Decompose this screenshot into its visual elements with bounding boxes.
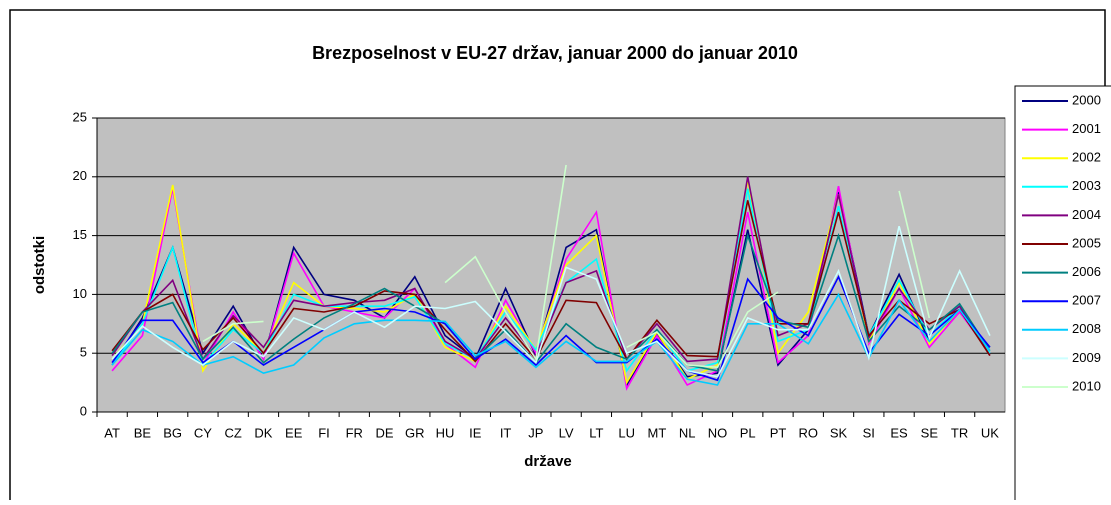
legend-label: 2009 [1072,350,1101,365]
series-line [111,200,991,363]
x-tick-label: UK [981,425,999,440]
chart-title: Brezposelnost v EU-27 držav, januar 2000… [312,43,798,63]
y-axis-label: odstotki [31,236,48,294]
x-tick-label: DK [254,425,272,440]
x-tick-label: BG [163,425,182,440]
y-tick-label: 0 [80,403,87,418]
x-tick-label: IE [469,425,482,440]
x-tick-label: NO [708,425,728,440]
x-tick-label: PL [740,425,756,440]
x-tick-label: NL [679,425,696,440]
y-tick-label: 5 [80,345,87,360]
legend-label: 2007 [1072,293,1101,308]
series-line [111,225,991,378]
legend-label: 2000 [1072,92,1101,107]
legend-label: 2003 [1072,178,1101,193]
legend-label: 2001 [1072,121,1101,136]
y-tick-label: 20 [73,168,87,183]
x-tick-label: HU [436,425,455,440]
x-tick-label: DE [376,425,394,440]
legend-label: 2006 [1072,264,1101,279]
x-tick-label: AT [104,425,120,440]
x-tick-label: PT [770,425,787,440]
x-tick-label: MT [648,425,667,440]
x-tick-label: CZ [225,425,242,440]
x-tick-label: IT [500,425,512,440]
legend-label: 2010 [1072,378,1101,393]
series-line [202,164,931,369]
legend-box [1014,85,1111,505]
legend-label: 2002 [1072,150,1101,165]
x-tick-label: GR [405,425,425,440]
series-line [111,274,991,382]
x-tick-label: SE [921,425,939,440]
series-line [111,292,991,386]
legend-label: 2005 [1072,235,1101,250]
x-tick-label: LU [618,425,635,440]
x-tick-label: SK [830,425,848,440]
series-line [111,232,991,372]
y-tick-label: 25 [73,109,87,124]
y-tick-label: 15 [73,227,87,242]
x-tick-label: BE [134,425,152,440]
x-tick-label: TR [951,425,968,440]
x-tick-label: FR [346,425,363,440]
x-tick-label: EE [285,425,303,440]
series-line [111,176,991,363]
legend-label: 2008 [1072,321,1101,336]
x-tick-label: FI [318,425,330,440]
x-axis-label: države [524,453,572,470]
legend-label: 2004 [1072,207,1101,222]
x-tick-label: CY [194,425,212,440]
x-tick-label: LT [589,425,603,440]
x-tick-label: SI [863,425,875,440]
x-tick-label: RO [799,425,819,440]
x-tick-label: JP [528,425,543,440]
x-tick-label: ES [890,425,908,440]
y-tick-label: 10 [73,286,87,301]
x-tick-label: LV [559,425,574,440]
